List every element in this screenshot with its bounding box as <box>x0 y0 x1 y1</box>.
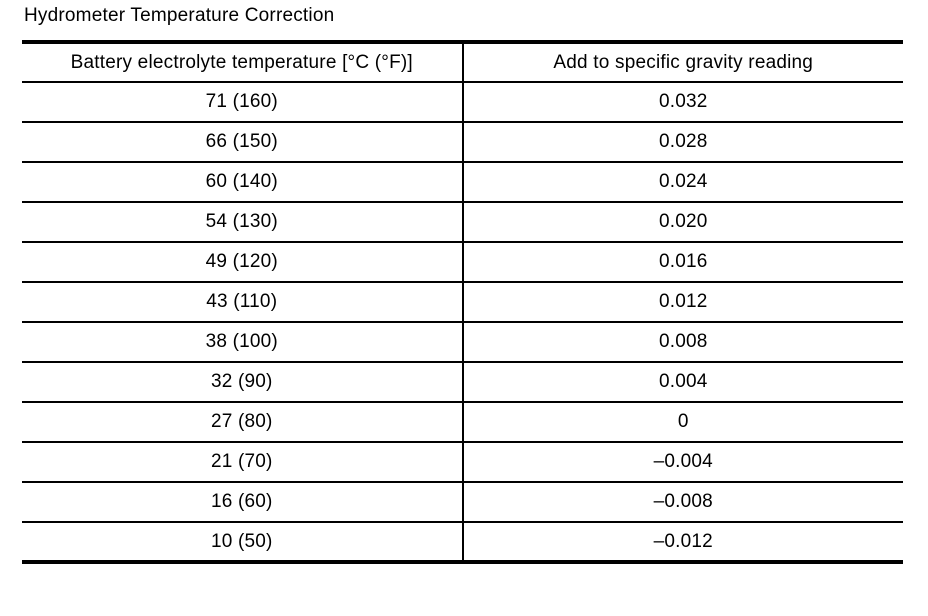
table-body: 71 (160) 0.032 66 (150) 0.028 60 (140) 0.024 5… <box>22 81 903 562</box>
hydrometer-correction-table: Battery electrolyte temperature [°C (°F)… <box>22 40 903 564</box>
table-row: 10 (50) –0.012 <box>22 521 903 562</box>
table-header-row: Battery electrolyte temperature [°C (°F)… <box>22 42 903 82</box>
cell-gravity-correction: 0.024 <box>462 161 903 202</box>
cell-temperature: 71 (160) <box>22 81 464 122</box>
cell-temperature: 10 (50) <box>22 521 464 562</box>
cell-temperature: 27 (80) <box>22 401 464 442</box>
table-row: 38 (100) 0.008 <box>22 321 903 362</box>
cell-temperature: 38 (100) <box>22 321 464 362</box>
table-row: 43 (110) 0.012 <box>22 281 903 322</box>
cell-temperature: 21 (70) <box>22 441 464 482</box>
cell-gravity-correction: 0.020 <box>462 201 903 242</box>
cell-gravity-correction: 0.004 <box>462 361 903 402</box>
page-title: Hydrometer Temperature Correction <box>24 5 335 26</box>
cell-temperature: 54 (130) <box>22 201 464 242</box>
table-row: 27 (80) 0 <box>22 401 903 442</box>
cell-gravity-correction: 0.008 <box>462 321 903 362</box>
table-row: 60 (140) 0.024 <box>22 161 903 202</box>
cell-temperature: 32 (90) <box>22 361 464 402</box>
cell-gravity-correction: 0.012 <box>462 281 903 322</box>
cell-gravity-correction: –0.012 <box>462 521 903 562</box>
cell-temperature: 49 (120) <box>22 241 464 282</box>
cell-temperature: 43 (110) <box>22 281 464 322</box>
cell-temperature: 66 (150) <box>22 121 464 162</box>
cell-temperature: 16 (60) <box>22 481 464 522</box>
table-row: 16 (60) –0.008 <box>22 481 903 522</box>
cell-gravity-correction: –0.004 <box>462 441 903 482</box>
table-row: 66 (150) 0.028 <box>22 121 903 162</box>
cell-gravity-correction: 0.028 <box>462 121 903 162</box>
column-header-temperature: Battery electrolyte temperature [°C (°F)… <box>22 42 464 82</box>
table-row: 54 (130) 0.020 <box>22 201 903 242</box>
cell-gravity-correction: 0 <box>462 401 903 442</box>
cell-temperature: 60 (140) <box>22 161 464 202</box>
table-row: 49 (120) 0.016 <box>22 241 903 282</box>
cell-gravity-correction: 0.016 <box>462 241 903 282</box>
table-row: 71 (160) 0.032 <box>22 81 903 122</box>
column-header-gravity-correction: Add to specific gravity reading <box>553 51 814 73</box>
table-row: 21 (70) –0.004 <box>22 441 903 482</box>
cell-gravity-correction: 0.032 <box>462 81 903 122</box>
table-row: 32 (90) 0.004 <box>22 361 903 402</box>
cell-gravity-correction: –0.008 <box>462 481 903 522</box>
